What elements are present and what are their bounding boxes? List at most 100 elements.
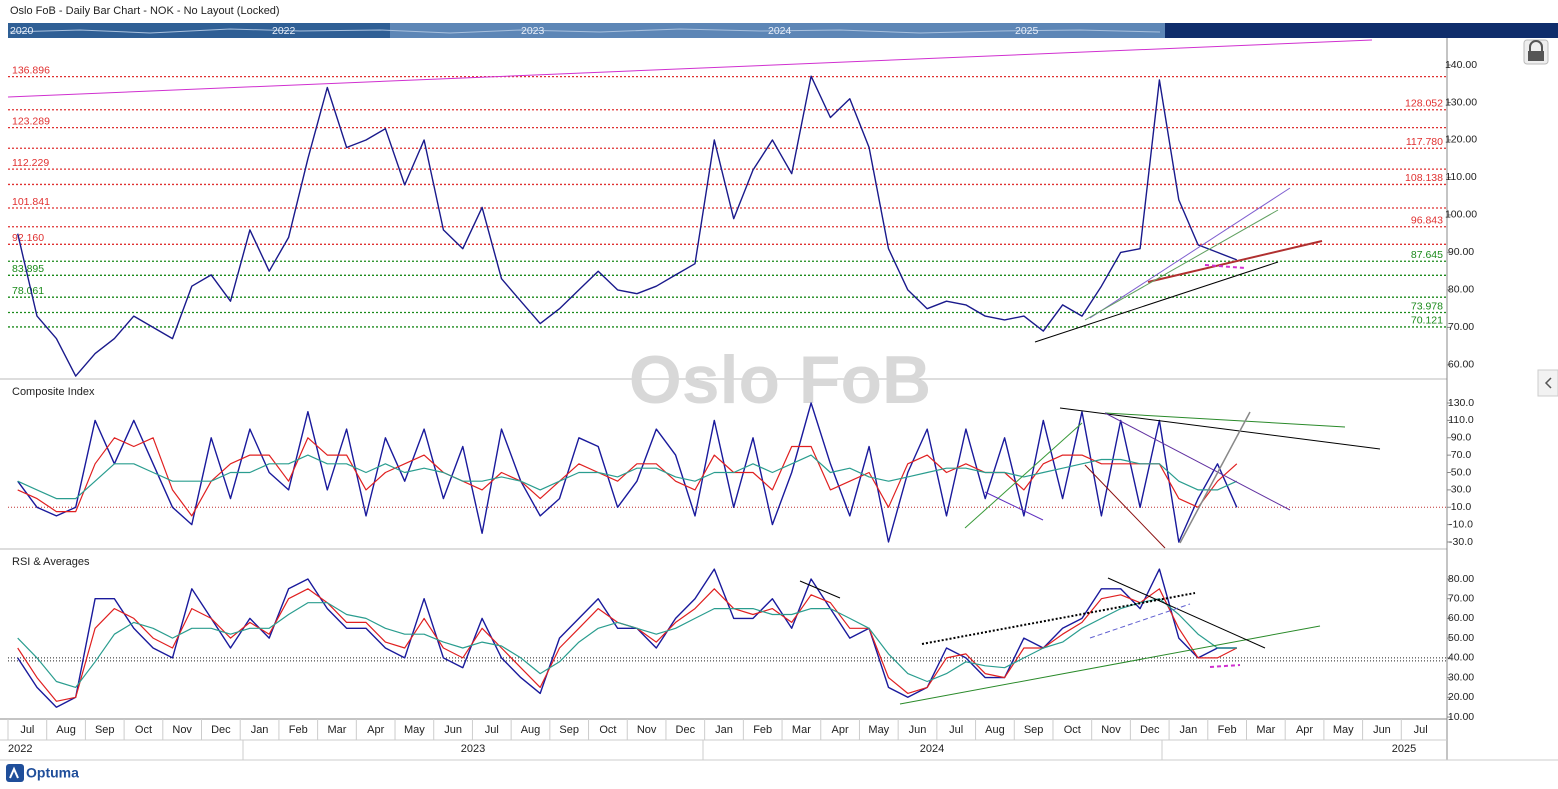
x-tick-label: Apr bbox=[367, 724, 384, 736]
y-tick-label: 50.00 bbox=[1448, 632, 1474, 644]
year-label: 2024 bbox=[920, 743, 944, 755]
trend-line bbox=[1107, 577, 1266, 649]
y-tick-label: 20.00 bbox=[1448, 691, 1474, 703]
window-title: Oslo FoB - Daily Bar Chart - NOK - No La… bbox=[10, 5, 280, 17]
x-tick-label: Jul bbox=[20, 724, 34, 736]
level-label: 92.160 bbox=[12, 232, 44, 244]
watermark: Oslo FoB bbox=[629, 342, 931, 418]
x-tick-label: Oct bbox=[1064, 724, 1081, 736]
y-tick-label: 40.00 bbox=[1448, 652, 1474, 664]
trend-line bbox=[1089, 187, 1291, 319]
level-label: 117.780 bbox=[1406, 136, 1443, 148]
trend-line bbox=[1104, 412, 1291, 511]
x-tick-label: Nov bbox=[172, 724, 192, 736]
logo-text: Optuma bbox=[26, 765, 79, 781]
x-tick-label: Apr bbox=[832, 724, 849, 736]
trend-line bbox=[984, 491, 1044, 521]
series-line bbox=[17, 402, 1238, 543]
navigator-year: 2022 bbox=[272, 25, 296, 37]
x-tick-label: Jul bbox=[949, 724, 963, 736]
level-label: 70.121 bbox=[1411, 315, 1443, 327]
navigator-year: 2025 bbox=[1015, 25, 1039, 37]
x-tick-label: Dec bbox=[211, 724, 231, 736]
level-label: 96.843 bbox=[1411, 215, 1443, 227]
y-tick-label: 90.0 bbox=[1451, 432, 1472, 444]
series-line bbox=[17, 568, 1237, 708]
x-tick-label: Feb bbox=[1218, 724, 1237, 736]
x-tick-label: Jun bbox=[444, 724, 462, 736]
x-tick-label: Sep bbox=[559, 724, 579, 736]
y-tick-label: -10.0 bbox=[1449, 518, 1473, 530]
level-label: 83.895 bbox=[12, 263, 44, 275]
x-tick-label: Feb bbox=[753, 724, 772, 736]
x-tick-label: Mar bbox=[327, 724, 346, 736]
trend-line bbox=[1059, 407, 1381, 450]
trend-line bbox=[1034, 261, 1279, 343]
level-label: 112.229 bbox=[12, 157, 49, 169]
trend-line bbox=[1104, 412, 1346, 428]
x-tick-label: Jun bbox=[1373, 724, 1391, 736]
x-tick-label: Sep bbox=[1024, 724, 1044, 736]
y-tick-label: 80.00 bbox=[1448, 573, 1474, 585]
x-tick-label: Jun bbox=[909, 724, 927, 736]
trend-line bbox=[799, 580, 841, 599]
trend-line bbox=[899, 625, 1321, 705]
panel: Composite Index -30.0 -10.0 10.0 30.0 50.0 70.… bbox=[8, 386, 1474, 548]
y-tick-label: 30.00 bbox=[1448, 671, 1474, 683]
drawings bbox=[7, 39, 1381, 705]
x-tick-label: Jul bbox=[1414, 724, 1428, 736]
x-tick-label: Aug bbox=[985, 724, 1005, 736]
x-tick-label: Jan bbox=[1180, 724, 1198, 736]
x-tick-label: Oct bbox=[135, 724, 152, 736]
year-label: 2025 bbox=[1392, 743, 1416, 755]
year-label: 2023 bbox=[461, 743, 485, 755]
year-label: 2022 bbox=[8, 743, 32, 755]
y-tick-label: 70.0 bbox=[1451, 449, 1472, 461]
panel: RSI & Averages 10.00 20.00 30.00 40.00 50.00 6… bbox=[8, 556, 1474, 723]
logo: Optuma bbox=[6, 764, 79, 782]
navigator-line bbox=[9, 28, 1161, 34]
trend-line bbox=[1084, 209, 1279, 321]
y-tick-label: 90.00 bbox=[1448, 246, 1474, 258]
level-label: 128.052 bbox=[1405, 98, 1443, 110]
y-tick-label: 120.00 bbox=[1445, 134, 1477, 146]
x-tick-label: May bbox=[404, 724, 425, 736]
series-line bbox=[17, 454, 1238, 500]
lock-button[interactable] bbox=[1523, 39, 1549, 65]
trend-line bbox=[1084, 464, 1166, 549]
trend-line bbox=[1179, 411, 1251, 544]
y-tick-label: 50.0 bbox=[1451, 466, 1472, 478]
y-tick-label: 110.0 bbox=[1448, 414, 1474, 426]
trend-line bbox=[7, 39, 1373, 98]
y-tick-label: 70.00 bbox=[1448, 321, 1474, 333]
x-tick-label: Dec bbox=[676, 724, 696, 736]
collapse-button[interactable] bbox=[1537, 369, 1558, 397]
x-tick-label: May bbox=[1333, 724, 1354, 736]
x-tick-label: May bbox=[868, 724, 889, 736]
x-tick-label: Jan bbox=[715, 724, 733, 736]
panel-title: Composite Index bbox=[12, 386, 95, 398]
level-label: 78.061 bbox=[12, 285, 44, 297]
trend-line bbox=[1147, 240, 1323, 283]
y-tick-label: 60.00 bbox=[1448, 359, 1474, 371]
x-tick-label: Jul bbox=[485, 724, 499, 736]
level-label: 123.289 bbox=[12, 115, 50, 127]
y-tick-label: 140.00 bbox=[1445, 59, 1477, 71]
y-tick-label: 110.00 bbox=[1445, 171, 1476, 183]
level-label: 87.645 bbox=[1411, 249, 1443, 261]
x-tick-label: Nov bbox=[1101, 724, 1121, 736]
panel: 60.00 70.00 80.00 90.00 100.00 110.00 120.00 13… bbox=[8, 59, 1477, 377]
navigator-future bbox=[1165, 23, 1558, 38]
navigator-year: 2024 bbox=[768, 25, 792, 37]
level-label: 101.841 bbox=[12, 196, 50, 208]
x-tick-label: Nov bbox=[637, 724, 657, 736]
y-tick-label: 30.0 bbox=[1451, 484, 1472, 496]
y-tick-label: -30.0 bbox=[1449, 536, 1473, 548]
trend-line bbox=[1209, 664, 1241, 668]
series-line bbox=[17, 598, 1237, 688]
x-tick-label: Jan bbox=[251, 724, 269, 736]
y-tick-label: 80.00 bbox=[1448, 284, 1474, 296]
y-tick-label: 60.00 bbox=[1448, 612, 1474, 624]
navigator-year: 2023 bbox=[521, 25, 545, 37]
